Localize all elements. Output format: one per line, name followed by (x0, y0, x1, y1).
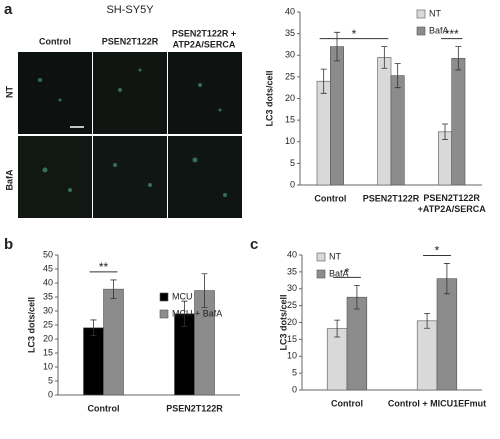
y-tick-label: 50 (43, 249, 53, 259)
x-tick-label: PSEN2T122R +ATP2A/SERCA (418, 193, 487, 214)
bar (451, 57, 466, 186)
y-tick-label: 30 (43, 305, 53, 315)
bar (326, 328, 348, 391)
y-axis-label: LC3 dots/cell (26, 297, 36, 353)
significance-label: * (435, 244, 440, 258)
column-label: Control (39, 36, 71, 46)
y-tick-label: 20 (287, 317, 297, 327)
column-label: ATP2A/SERCA (173, 39, 236, 49)
bar (346, 296, 368, 391)
column-label: PSEN2T122R + (172, 28, 236, 38)
error-bar (441, 123, 448, 140)
x-tick-label: PSEN2T122R (166, 403, 223, 413)
bar (316, 80, 331, 186)
y-tick-label: 25 (285, 71, 295, 81)
error-bar (455, 46, 462, 71)
legend-label: MCU (172, 291, 193, 301)
error-bar (381, 46, 388, 69)
legend-swatch (316, 252, 326, 262)
bar (377, 57, 392, 186)
y-tick-label: 20 (285, 93, 295, 103)
y-axis-label: LC3 dots/cell (278, 294, 288, 350)
error-bar (90, 319, 97, 337)
row-label: BafA (4, 169, 14, 191)
y-tick-label: 35 (285, 28, 295, 38)
y-tick-label: 35 (287, 266, 297, 276)
y-axis-label: LC3 dots/cell (264, 70, 274, 126)
y-tick-label: 10 (285, 136, 295, 146)
error-bar (353, 284, 360, 310)
significance-label: * (345, 266, 350, 280)
legend-label: NT (429, 8, 441, 18)
legend-label: BafA (429, 25, 449, 35)
legend-label: NT (329, 251, 341, 261)
error-bar (334, 31, 341, 62)
y-tick-label: 10 (287, 351, 297, 361)
legend-swatch (316, 269, 326, 279)
y-tick-label: 30 (287, 283, 297, 293)
error-bar (320, 68, 327, 94)
bar (103, 288, 124, 396)
significance-label: *** (445, 27, 459, 41)
y-tick-label: 5 (48, 375, 53, 385)
legend-swatch (159, 309, 169, 319)
y-tick-label: 20 (43, 333, 53, 343)
bar (436, 278, 458, 391)
row-label: NT (4, 86, 14, 98)
x-tick-label: Control + MICU1EFmut (388, 398, 486, 408)
y-tick-label: 5 (292, 368, 297, 378)
legend-swatch (159, 292, 169, 302)
y-tick-label: 40 (43, 277, 53, 287)
micrographs (18, 52, 242, 218)
y-tick-label: 0 (292, 384, 297, 394)
y-tick-label: 0 (48, 389, 53, 399)
x-tick-label: Control (331, 398, 363, 408)
error-bar (394, 63, 401, 89)
panel-label: b (4, 236, 13, 253)
y-tick-label: 45 (43, 263, 53, 273)
y-tick-label: 10 (43, 361, 53, 371)
y-tick-label: 15 (43, 347, 53, 357)
legend-label: BafA (329, 268, 349, 278)
column-label: PSEN2T122R (102, 36, 159, 46)
error-bar (181, 300, 188, 327)
error-bar (443, 263, 450, 295)
error-bar (424, 312, 431, 329)
panel-label: c (250, 236, 258, 253)
legend-swatch (416, 26, 426, 36)
x-tick-label: PSEN2T122R (363, 193, 420, 203)
y-tick-label: 25 (287, 300, 297, 310)
y-tick-label: 0 (290, 179, 295, 189)
y-tick-label: 15 (287, 334, 297, 344)
y-tick-label: 40 (287, 249, 297, 259)
panel-label: a (4, 1, 13, 18)
legend-label: MCU + BafA (172, 308, 222, 318)
y-tick-label: 25 (43, 319, 53, 329)
bar (83, 327, 104, 396)
images-title: SH-SY5Y (106, 4, 154, 16)
y-tick-label: 15 (285, 115, 295, 125)
significance-label: ** (99, 260, 109, 274)
significance-label: * (352, 27, 357, 41)
x-tick-label: Control (88, 403, 120, 413)
error-bar (334, 319, 341, 338)
bar (390, 75, 405, 186)
bar (416, 320, 438, 391)
legend-swatch (416, 9, 426, 19)
y-tick-label: 5 (290, 158, 295, 168)
y-tick-label: 35 (43, 291, 53, 301)
error-bar (201, 273, 208, 308)
error-bar (110, 279, 117, 299)
x-tick-label: Control (314, 193, 346, 203)
y-tick-label: 40 (285, 6, 295, 16)
y-tick-label: 30 (285, 50, 295, 60)
bar (330, 46, 344, 186)
